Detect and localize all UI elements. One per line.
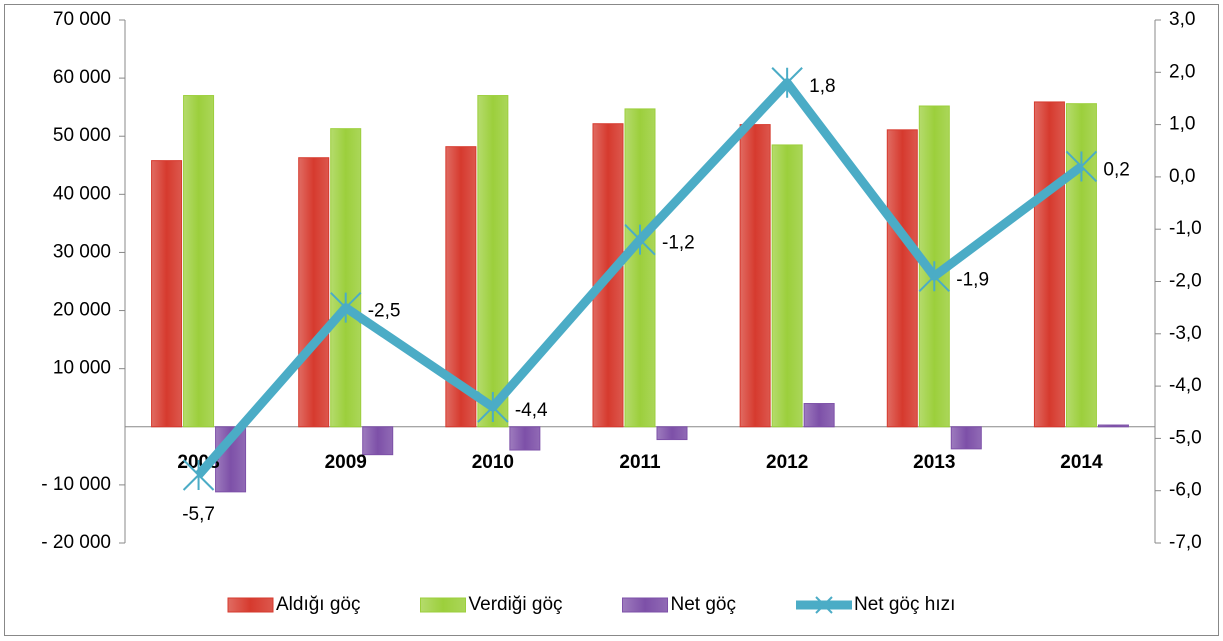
data-label: -1,9 [956, 269, 989, 290]
x-tick-label: 2011 [619, 452, 661, 473]
bar [624, 108, 656, 428]
y-tick-label: 70 000 [53, 9, 111, 30]
marker [1065, 150, 1098, 183]
marker [918, 260, 950, 292]
marker [330, 291, 362, 324]
y2-tick-label: 0,0 [1169, 166, 1195, 187]
marker [771, 67, 803, 99]
data-label: -5,7 [182, 504, 215, 525]
bar [1033, 101, 1065, 428]
bar [509, 426, 541, 451]
y2-tick-label: -6,0 [1169, 480, 1202, 501]
x-tick-label: 2010 [472, 452, 514, 473]
data-label: 1,8 [809, 76, 835, 97]
marker [477, 391, 509, 423]
y2-tick-label: -4,0 [1169, 375, 1202, 396]
bar [803, 403, 835, 428]
y-tick-label: 40 000 [53, 183, 111, 204]
y2-tick-label: 2,0 [1169, 61, 1195, 82]
data-label: 0,2 [1103, 159, 1129, 180]
data-label: -1,2 [662, 233, 695, 254]
y-tick-label: - 20 000 [41, 532, 111, 553]
legend-label: Aldığı göç [276, 594, 361, 615]
y-tick-label: 20 000 [53, 300, 111, 321]
bar [771, 144, 803, 428]
legend-swatch [227, 597, 274, 613]
bar [886, 129, 918, 428]
bar [362, 426, 394, 456]
legend-swatch [420, 597, 466, 613]
bar [330, 128, 362, 428]
y-tick-label: 10 000 [53, 358, 111, 379]
legend-label: Net göç hızı [854, 594, 955, 615]
y2-tick-label: -2,0 [1169, 271, 1202, 292]
bar [950, 426, 982, 450]
y2-tick-label: -7,0 [1169, 532, 1202, 553]
legend-swatch [622, 597, 669, 613]
x-tick-label: 2014 [1060, 452, 1103, 473]
y2-tick-label: 3,0 [1169, 9, 1195, 30]
x-tick-label: 2009 [325, 452, 367, 473]
bar [151, 160, 183, 428]
marker [624, 223, 656, 256]
bar [477, 95, 509, 428]
y2-tick-label: 1,0 [1169, 114, 1195, 135]
legend-marker [815, 596, 833, 614]
bar [183, 95, 215, 428]
legend-label: Net göç [671, 594, 736, 615]
y2-tick-label: -1,0 [1169, 218, 1202, 239]
data-label: -2,5 [368, 301, 401, 322]
y2-tick-label: -5,0 [1169, 427, 1202, 448]
marker [182, 459, 215, 491]
y-tick-label: 50 000 [53, 125, 111, 146]
y2-tick-label: -3,0 [1169, 323, 1202, 344]
y-tick-label: 30 000 [53, 241, 111, 262]
bar [739, 124, 771, 428]
x-tick-label: 2012 [766, 452, 808, 473]
bar [656, 426, 688, 441]
x-tick-label: 2013 [913, 452, 955, 473]
y-tick-label: - 10 000 [41, 474, 111, 495]
y-tick-label: 60 000 [53, 67, 111, 88]
legend-label: Verdiği göç [469, 594, 563, 615]
bar [1097, 424, 1129, 428]
data-label: -4,4 [515, 400, 548, 421]
bar [298, 157, 330, 428]
